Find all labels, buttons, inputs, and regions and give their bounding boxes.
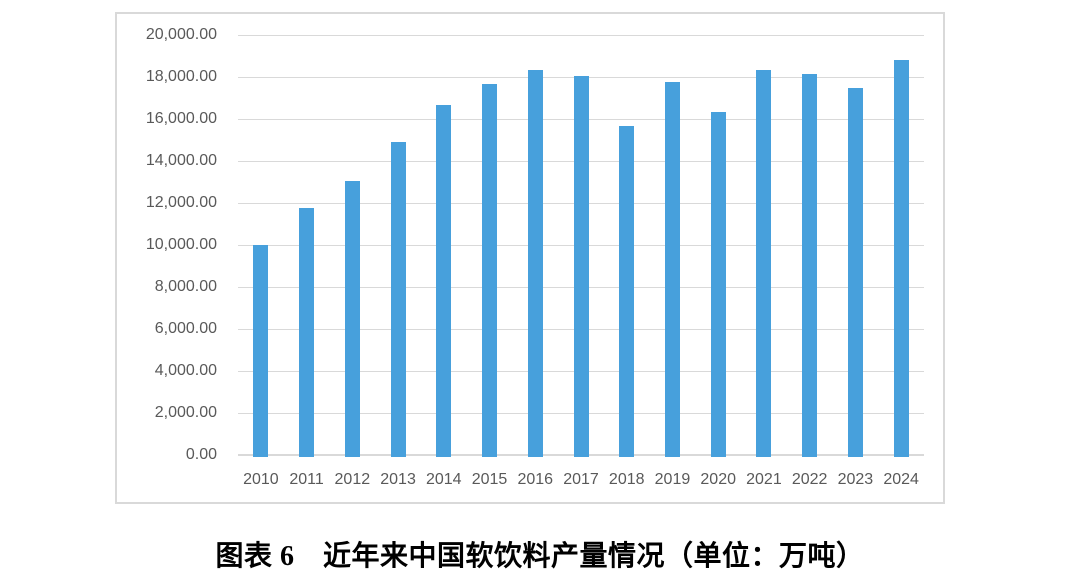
y-axis-tick-label: 10,000.00	[145, 236, 217, 253]
production-bar-chart: 0.00 2,000.00 4,000.00 6,000.00 8,000.00 10,0…	[115, 12, 945, 504]
bar-2020	[710, 111, 726, 457]
x-axis-label-2018: 2018	[608, 471, 645, 488]
x-axis-label-2011: 2011	[289, 471, 324, 488]
x-axis-label-2014: 2014	[425, 471, 462, 488]
y-axis-tick-label: 4,000.00	[154, 362, 217, 379]
y-axis-tick-label: 6,000.00	[154, 320, 217, 337]
bar-2021	[756, 69, 772, 457]
x-axis-label-2023: 2023	[837, 471, 874, 488]
x-axis-label-2020: 2020	[700, 471, 736, 488]
x-axis-label-2015: 2015	[471, 471, 508, 488]
bar-2014	[436, 104, 452, 457]
bar-2010	[253, 245, 269, 457]
x-axis-label-2012: 2012	[334, 471, 371, 488]
x-axis-label-2019: 2019	[654, 471, 691, 488]
bar-2023	[847, 88, 863, 457]
bar-2013	[390, 141, 406, 457]
bar-2015	[482, 84, 498, 457]
bar-2022	[802, 74, 818, 457]
x-axis-label-2013: 2013	[380, 471, 416, 488]
y-axis-tick-label: 12,000.00	[145, 194, 217, 211]
chart-caption: 图表 6 近年来中国软饮料产量情况（单位：万吨）	[215, 541, 865, 572]
y-axis-tick-label: 18,000.00	[145, 68, 217, 85]
x-axis-label-2010: 2010	[243, 471, 279, 488]
bar-2018	[619, 125, 635, 457]
bar-2016	[527, 69, 543, 457]
x-axis-label-2021: 2021	[746, 471, 782, 488]
x-axis-label-2024: 2024	[883, 471, 919, 488]
gridline	[238, 34, 924, 36]
y-axis-tick-label: 8,000.00	[154, 278, 217, 295]
y-axis-tick-label: 0.00	[185, 446, 217, 463]
x-axis-label-2016: 2016	[517, 471, 554, 488]
y-axis-tick-label: 2,000.00	[154, 404, 217, 421]
bar-2019	[664, 81, 680, 457]
bar-2011	[299, 207, 315, 457]
bar-2012	[344, 181, 360, 457]
bar-2024	[893, 59, 909, 457]
y-axis-tick-label: 14,000.00	[145, 152, 217, 169]
x-axis-label-2022: 2022	[791, 471, 828, 488]
y-axis-tick-label: 16,000.00	[145, 110, 217, 127]
bar-2017	[573, 75, 589, 457]
y-axis-tick-label: 20,000.00	[145, 26, 217, 43]
x-axis-label-2017: 2017	[563, 471, 599, 488]
